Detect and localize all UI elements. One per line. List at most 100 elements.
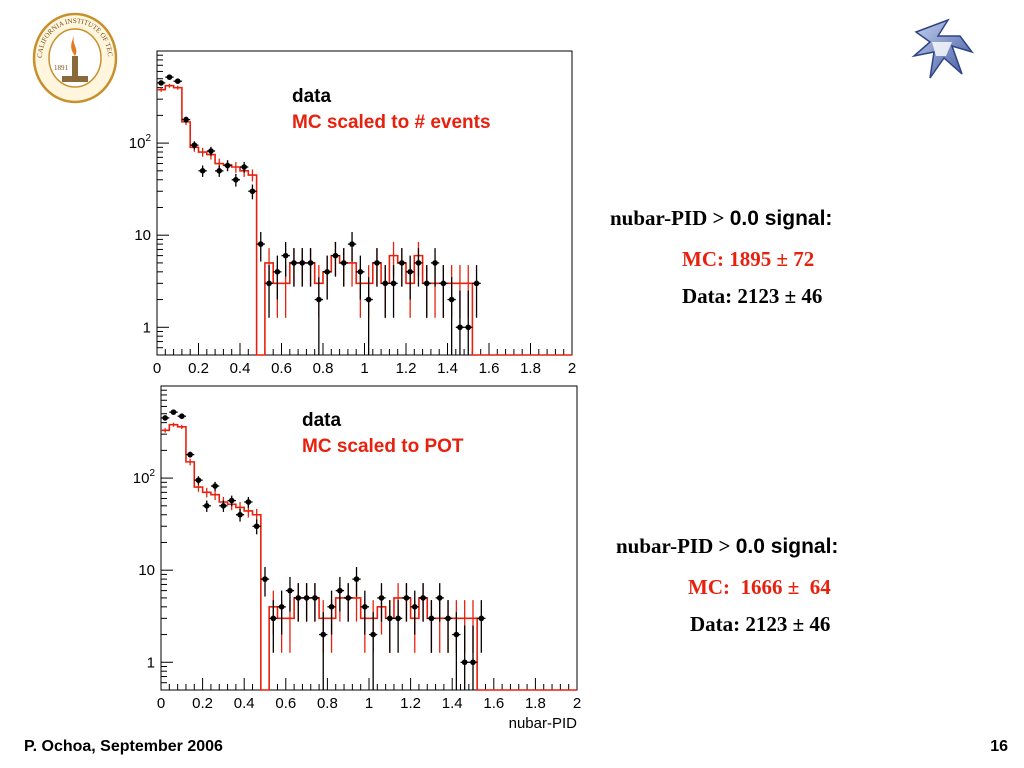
triangle-knot-logo [911,18,974,79]
data-point [457,324,463,331]
data-point [365,296,372,303]
x-tick-label: 1.4 [442,695,463,712]
data-point [407,269,413,275]
x-tick-label: 2 [573,695,581,712]
legend-data-label: data [302,410,342,431]
data-point [224,162,231,169]
x-tick-label: 0.6 [271,360,292,377]
data-point [166,74,173,80]
legend-data-label: data [292,86,332,107]
data-point [233,176,239,183]
x-axis-label: nubar-PID [509,715,578,732]
data-point [212,483,218,489]
data-point [174,78,181,84]
y-tick-label: 1 [143,319,151,336]
x-tick-label: 1.8 [525,695,546,712]
data-point [390,280,397,287]
data-point [411,604,418,610]
x-tick-label: 1 [360,360,368,377]
data-point [237,511,243,518]
footer-page-number: 16 [990,738,1008,755]
data-point [291,260,297,266]
data-point [203,503,210,509]
summary-title-prefix: nubar-PID > [616,534,736,558]
data-point [257,241,264,247]
x-tick-label: 0.8 [317,695,338,712]
data-point [387,615,393,622]
x-tick-label: 1.8 [520,360,541,377]
x-tick-label: 0 [157,695,165,712]
summary-data-value: Data: 2123 ± 46 [682,284,823,308]
data-point [249,188,256,195]
data-point [303,595,310,601]
data-point [478,615,485,622]
data-point [453,631,460,638]
y-tick-label: 10 [138,562,155,579]
data-point [370,631,376,638]
summary-mc-value: MC: 1666 ± 64 [688,575,831,599]
summary-title-prefix: nubar-PID > [610,206,730,230]
x-tick-label: 1.6 [483,695,504,712]
data-point [473,280,480,287]
data-point [220,503,227,509]
summary-title: nubar-PID > 0.0 signal: [610,206,832,231]
y-tick-label: 1 [147,654,155,671]
data-point [179,413,185,419]
data-point [465,324,472,331]
data-point [262,576,268,582]
summary-bottom: nubar-PID > 0.0 signal: MC: 1666 ± 64 Da… [616,534,838,637]
data-point [357,269,364,275]
legend-mc-label: MC scaled to # events [292,112,491,133]
x-tick-label: 1.2 [396,360,417,377]
y-tick-label: 10 [134,227,151,244]
data-point [195,477,202,483]
legend-mc-label: MC scaled to POT [302,436,464,457]
data-point [312,595,318,601]
data-point [374,260,380,266]
data-point [282,252,289,259]
data-point [208,148,214,154]
data-point [241,164,247,170]
data-point [287,587,293,594]
data-point [307,260,314,266]
data-point [332,252,339,259]
summary-title-suffix: 0.0 signal: [735,535,839,558]
data-point [320,631,327,638]
data-point [470,659,476,666]
data-point [199,168,206,174]
data-point [420,595,426,601]
data-point [337,587,343,594]
summary-data-value: Data: 2123 ± 46 [690,612,831,636]
data-point [445,615,451,622]
x-tick-label: 0.4 [234,695,255,712]
data-point [274,269,281,275]
data-point [170,409,177,415]
x-tick-label: 2 [568,360,576,377]
data-point [345,595,352,601]
summary-title-suffix: 0.0 signal: [729,207,833,230]
caltech-seal-logo: 1891 CALIFORNIA INSTITUTE OF TECHNOLOGY [32,12,118,104]
data-point [191,142,198,148]
data-point [270,615,277,622]
data-point [162,415,168,421]
x-tick-label: 0.8 [313,360,334,377]
data-point [187,451,193,458]
data-point [415,260,422,266]
data-point [216,168,223,174]
data-point [340,260,347,266]
data-point [382,280,389,287]
x-tick-label: 1 [365,695,373,712]
x-tick-label: 0 [153,360,161,377]
data-point [432,260,438,266]
x-tick-label: 0.2 [192,695,213,712]
data-point [428,615,435,622]
footer-author-date: P. Ochoa, September 2006 [24,738,223,755]
x-tick-label: 0.2 [188,360,209,377]
data-point [228,497,235,504]
data-point [395,615,401,622]
data-point [349,241,355,247]
data-point [448,296,455,303]
legend-bottom: data MC scaled to POT [302,408,464,460]
x-tick-label: 1.2 [400,695,421,712]
